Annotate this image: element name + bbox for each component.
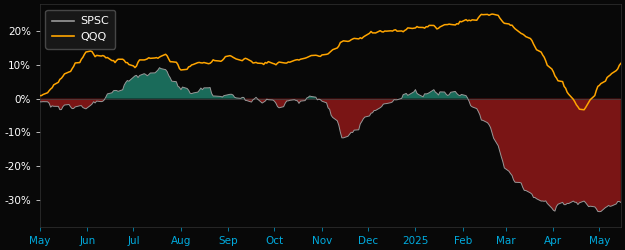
Legend: SPSC, QQQ: SPSC, QQQ [46, 10, 116, 48]
